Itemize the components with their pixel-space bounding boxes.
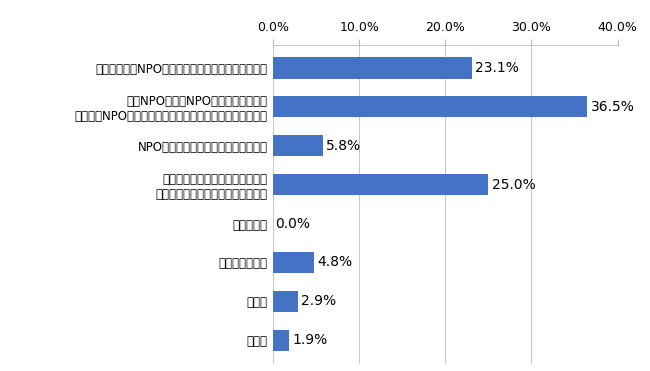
Bar: [273, 290, 298, 312]
Bar: [273, 57, 472, 79]
Text: 23.1%: 23.1%: [475, 61, 519, 75]
Text: 36.5%: 36.5%: [591, 100, 634, 114]
Text: 4.8%: 4.8%: [318, 255, 353, 269]
Text: 25.0%: 25.0%: [492, 178, 536, 191]
Bar: [273, 96, 588, 118]
Bar: [273, 135, 323, 157]
Bar: [273, 252, 315, 273]
Text: 1.9%: 1.9%: [292, 333, 328, 347]
Bar: [273, 329, 289, 351]
Bar: [273, 174, 488, 195]
Text: 5.8%: 5.8%: [326, 139, 361, 153]
Text: 0.0%: 0.0%: [275, 217, 309, 230]
Text: 2.9%: 2.9%: [302, 294, 337, 308]
